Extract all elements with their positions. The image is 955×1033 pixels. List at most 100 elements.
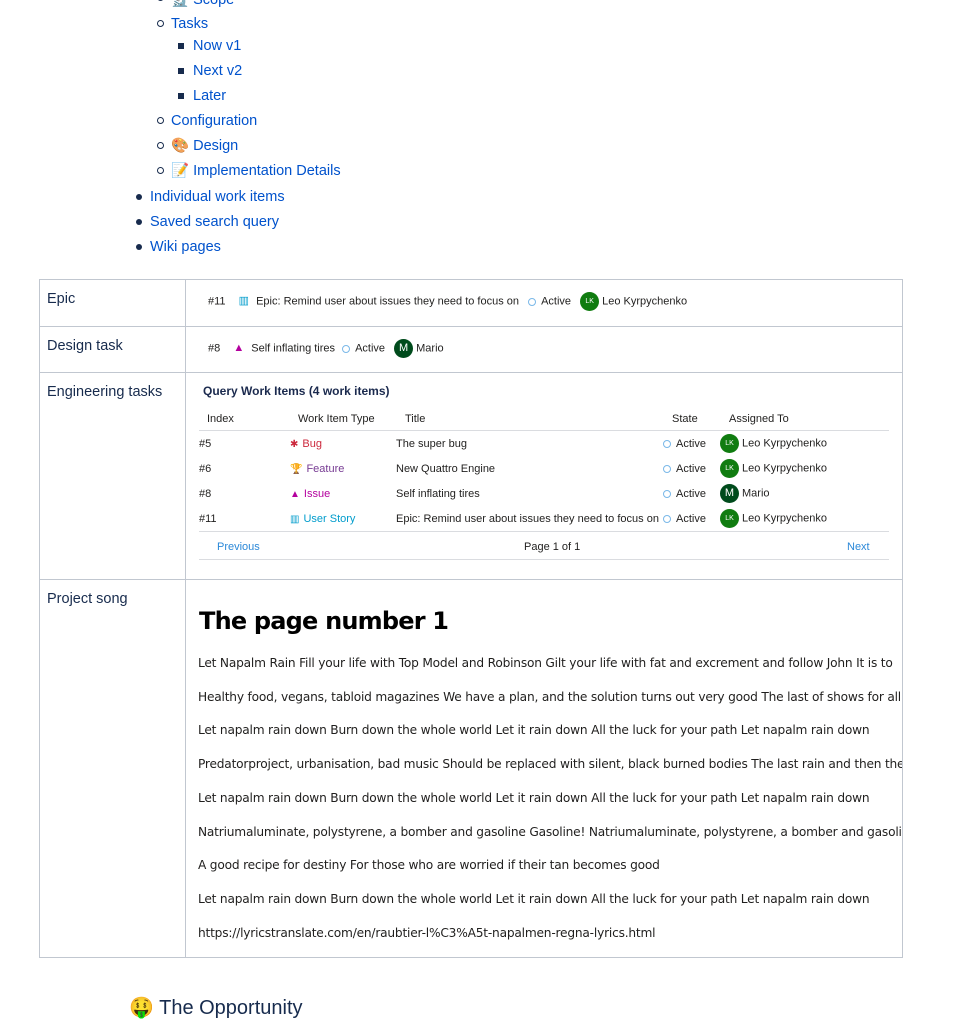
state-circle-icon [663, 515, 671, 524]
project-table: Epic Design task Engineering tasks Proje… [39, 279, 903, 958]
outline-link-next-v2[interactable]: Next v2 [193, 63, 243, 79]
assignee-name: Mario [742, 487, 770, 500]
column-header-type[interactable]: Work Item Type [298, 413, 375, 425]
work-item-state: Active [355, 342, 386, 355]
source-link: https://lyricstranslate.com/en/raubtier-… [198, 925, 656, 940]
link-label: Scope [193, 0, 235, 8]
row-label-engineering-tasks: Engineering tasks [47, 384, 163, 400]
lyric-line: Natriumaluminate, polystyrene, a bomber … [198, 824, 902, 839]
heading-text: The Opportunity [159, 997, 303, 1019]
row-index: #6 [199, 463, 212, 475]
row-state: Active [663, 462, 706, 476]
avatar: LK [720, 509, 739, 528]
assignee: Leo Kyrpychenko [602, 295, 688, 308]
design-work-item[interactable]: #8 ▲ Self inflating tires Active M Mario [208, 339, 444, 358]
cone-icon: ▲ [290, 489, 300, 500]
outline-link-tasks[interactable]: Tasks [171, 16, 209, 32]
outline-link-individual-work-items[interactable]: Individual work items [150, 189, 285, 205]
bullet [157, 117, 164, 124]
previous-button[interactable]: Previous [217, 541, 260, 553]
work-item-id: #8 [208, 342, 221, 355]
epic-work-item[interactable]: #11 ▥ Epic: Remind user about issues the… [208, 292, 687, 311]
outline-link-design[interactable]: 🎨 Design [171, 137, 238, 155]
assignee-name: Leo Kyrpychenko [742, 437, 827, 450]
table-row[interactable]: #6 🏆 Feature New Quattro Engine Active LK… [199, 459, 889, 487]
bullet [136, 244, 142, 250]
state-circle-icon [663, 490, 671, 499]
type-label: Feature [306, 463, 345, 475]
outline-link-now-v1[interactable]: Now v1 [193, 38, 242, 54]
avatar: M [394, 339, 414, 358]
bullet [157, 20, 164, 27]
lyric-line: Let napalm rain down Burn down the whole… [198, 891, 870, 906]
outline-link-implementation-details[interactable]: 📝 Implementation Details [171, 162, 341, 180]
work-item-title[interactable]: Self inflating tires [251, 342, 336, 355]
column-header-index[interactable]: Index [207, 413, 234, 425]
row-type: 🏆 Feature [290, 462, 344, 477]
assignee-name: Leo Kyrpychenko [742, 512, 827, 525]
state-label: Active [676, 513, 706, 525]
row-title[interactable]: New Quattro Engine [396, 463, 496, 475]
page-indicator: Page 1 of 1 [524, 541, 581, 553]
table-row[interactable]: #5 ✱ Bug The super bug Active LK Leo Kyrpy… [199, 434, 889, 462]
lyric-line: Let napalm rain down Burn down the whole… [198, 723, 870, 738]
row-label-epic: Epic [47, 291, 76, 307]
state-circle-icon [663, 440, 671, 449]
column-header-title[interactable]: Title [405, 413, 426, 425]
microscope-icon: 🔬 [171, 0, 190, 8]
work-item-state: Active [541, 295, 572, 308]
lyric-line: Healthy food, vegans, tabloid magazines … [198, 689, 901, 704]
lyric-line: A good recipe for destiny For those who … [198, 858, 660, 873]
type-label: Bug [302, 438, 322, 450]
row-title[interactable]: The super bug [396, 438, 467, 450]
row-assignee: LK Leo Kyrpychenko [720, 459, 827, 478]
row-divider [40, 579, 902, 580]
state-label: Active [676, 438, 706, 450]
row-title[interactable]: Epic: Remind user about issues they need… [396, 513, 659, 525]
table-row[interactable]: #11 ▥ User Story Epic: Remind user about … [199, 509, 889, 537]
lyric-line: Predatorproject, urbanisation, bad music… [198, 757, 902, 772]
bullet [157, 167, 164, 174]
next-button[interactable]: Next [847, 541, 870, 553]
avatar: LK [720, 434, 739, 453]
row-assignee: M Mario [720, 484, 770, 503]
divider [199, 531, 889, 532]
outline-link-saved-search-query[interactable]: Saved search query [150, 214, 279, 230]
row-type: ✱ Bug [290, 437, 322, 452]
row-index: #11 [199, 513, 217, 525]
outline-link-scope[interactable]: 🔬 Scope [171, 0, 234, 9]
row-divider [40, 326, 902, 327]
column-header-assigned-to[interactable]: Assigned To [729, 413, 789, 425]
trophy-icon: 🏆 [290, 464, 303, 475]
lyric-line: Let napalm rain down Burn down the whole… [198, 790, 870, 805]
bullet [157, 142, 164, 149]
row-title[interactable]: Self inflating tires [396, 488, 480, 500]
row-assignee: LK Leo Kyrpychenko [720, 509, 827, 528]
row-index: #5 [199, 438, 212, 450]
row-type: ▥ User Story [290, 512, 355, 527]
avatar: M [720, 484, 739, 503]
outline-link-wiki-pages[interactable]: Wiki pages [150, 239, 221, 255]
row-state: Active [663, 487, 706, 501]
link-label: Design [193, 138, 239, 154]
bullet [136, 194, 142, 200]
work-item-title[interactable]: Epic: Remind user about issues they need… [256, 295, 520, 308]
query-work-items: Query Work Items (4 work items) Index Wo… [199, 372, 889, 572]
work-item-id: #11 [208, 295, 226, 308]
bullet [136, 219, 142, 225]
section-heading-opportunity: 🤑 The Opportunity [129, 995, 303, 1020]
cone-icon: ▲ [233, 342, 245, 355]
query-title: Query Work Items (4 work items) [203, 384, 390, 398]
assignee: Mario [416, 342, 444, 355]
state-circle-icon [528, 297, 537, 306]
link-label: Implementation Details [193, 163, 341, 179]
state-label: Active [676, 488, 706, 500]
outline-link-configuration[interactable]: Configuration [171, 113, 258, 129]
bullet [178, 68, 184, 74]
row-state: Active [663, 512, 706, 526]
lyric-line: Let Napalm Rain Fill your life with Top … [198, 656, 893, 670]
state-label: Active [676, 463, 706, 475]
column-header-state[interactable]: State [672, 413, 698, 425]
outline-link-later[interactable]: Later [193, 88, 227, 104]
